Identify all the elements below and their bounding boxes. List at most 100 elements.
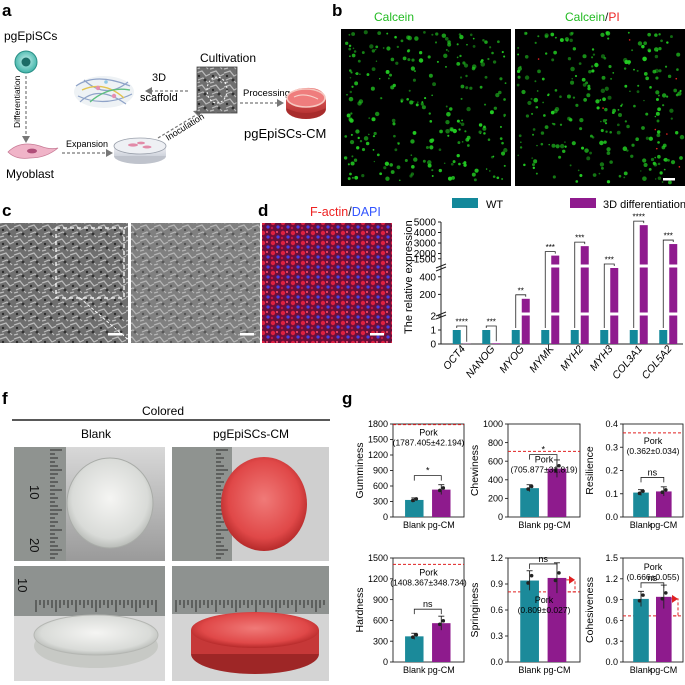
- fluorescent-cell: [575, 180, 579, 183]
- fluorescent-cell: [564, 141, 566, 143]
- fluorescent-cell: [669, 108, 674, 113]
- axis-break: [435, 314, 447, 320]
- scale-bar-b: [663, 178, 675, 181]
- plot-frame: [392, 557, 465, 663]
- g-tick-label: 0.3: [605, 636, 618, 646]
- legend-3d-label: 3D differentiation: [603, 199, 685, 211]
- fluorescent-cell: [447, 134, 450, 137]
- fluorescent-cell: [551, 58, 555, 62]
- g-category-label: Blank: [518, 520, 541, 530]
- factin-dapi-title: F-actin/DAPI: [310, 205, 381, 219]
- legend-wt-label: WT: [486, 199, 503, 211]
- fluorescent-cell: [666, 95, 669, 98]
- fluorescent-cell: [584, 148, 589, 153]
- fluorescent-cell: [581, 146, 585, 150]
- g-tick-label: 0.9: [605, 595, 618, 605]
- g-tick-label: 600: [373, 616, 388, 626]
- fluorescent-cell: [409, 174, 413, 178]
- fluorescent-cell: [382, 47, 385, 49]
- fluorescent-cell: [591, 48, 595, 51]
- fluorescent-cell: [501, 50, 504, 54]
- stem-cell-icon: [14, 50, 38, 74]
- g-tick-label: 0: [383, 657, 388, 667]
- fluorescent-cell: [421, 105, 426, 110]
- fluorescent-cell: [447, 40, 451, 44]
- fluorescent-cell: [532, 128, 536, 131]
- bar-wt: [511, 330, 520, 344]
- fluorescent-cell: [518, 134, 522, 138]
- fluorescent-cell: [629, 90, 631, 93]
- fluorescent-cell: [547, 94, 550, 97]
- fluorescent-cell: [350, 161, 355, 166]
- fluorescent-cell: [675, 131, 679, 135]
- fluorescent-cell: [537, 35, 540, 38]
- g-ylabel: Hardness: [354, 588, 366, 633]
- data-point: [529, 484, 534, 489]
- fluorescent-cell: [420, 102, 424, 106]
- fluorescent-cell: [602, 97, 606, 102]
- g-tick-label: 900: [373, 595, 388, 605]
- fluorescent-cell: [459, 122, 462, 124]
- fluorescent-cell: [348, 47, 352, 51]
- bar-blank: [633, 492, 649, 517]
- fluorescent-cell: [456, 119, 460, 123]
- fluorescent-cell: [463, 161, 467, 165]
- fluorescent-cell: [354, 81, 359, 86]
- fluorescent-cell: [499, 77, 503, 81]
- fluorescent-cell: [456, 61, 461, 66]
- calcein-title: Calcein: [374, 10, 414, 24]
- fluorescent-cell: [445, 128, 450, 134]
- difference-connector: [671, 598, 679, 617]
- fluorescent-cell: [654, 33, 658, 37]
- fluorescent-cell: [524, 54, 529, 59]
- fluorescent-cell: [564, 37, 570, 42]
- fluorescent-cell: [519, 141, 522, 144]
- fluorescent-cell: [353, 50, 357, 53]
- differentiation-label: Differentiation: [12, 75, 22, 128]
- fluorescent-cell: [492, 60, 497, 64]
- fluorescent-cell: [411, 165, 415, 169]
- fluorescent-cell: [371, 67, 376, 72]
- fluorescent-cell: [569, 164, 572, 167]
- fluorescent-cell: [471, 172, 476, 177]
- fluorescent-cell: [517, 154, 519, 157]
- fluorescent-cell: [617, 108, 620, 111]
- fluorescent-cell: [343, 156, 348, 160]
- fluorescent-cell: [602, 118, 607, 123]
- fluorescent-cell: [480, 62, 486, 67]
- fluorescent-cell: [359, 73, 361, 75]
- fluorescent-cell: [631, 49, 634, 52]
- fluorescent-cell: [679, 134, 685, 140]
- bar-3d: [669, 244, 678, 344]
- fluorescent-cell: [553, 50, 557, 55]
- bar-blank: [405, 499, 424, 517]
- fluorescent-cell: [485, 168, 488, 170]
- significance-bracket: [456, 325, 468, 342]
- pork-value: (1408.367±348.734): [390, 577, 467, 587]
- fluorescent-cell: [658, 69, 662, 73]
- g-ylabel: Resilience: [584, 446, 596, 495]
- fluorescent-cell: [441, 33, 447, 38]
- fluorescent-cell: [659, 171, 663, 175]
- fluorescent-cell: [517, 75, 521, 79]
- data-point: [437, 622, 442, 627]
- fluorescent-cell: [351, 32, 356, 36]
- e-category-label: MYOG: [497, 343, 527, 375]
- g-category-label: Blank: [518, 665, 541, 675]
- fluorescent-cell: [458, 128, 461, 131]
- fluorescent-cell: [640, 170, 642, 172]
- fluorescent-cell: [643, 41, 648, 46]
- fluorescent-cell: [499, 137, 503, 140]
- fluorescent-cell: [608, 64, 612, 69]
- fluorescent-cell: [616, 130, 621, 135]
- g-tick-label: 300: [373, 497, 388, 507]
- fluorescent-cell: [392, 83, 396, 88]
- fluorescent-cell: [658, 33, 661, 36]
- fluorescent-cell: [489, 46, 492, 49]
- bar-pg-cm: [432, 489, 451, 517]
- fluorescent-cell: [451, 176, 455, 180]
- fluorescent-cell: [410, 139, 415, 144]
- e-category-label: MYMK: [527, 342, 557, 375]
- fluorescent-cell: [355, 129, 360, 134]
- fluorescent-cell: [434, 41, 438, 44]
